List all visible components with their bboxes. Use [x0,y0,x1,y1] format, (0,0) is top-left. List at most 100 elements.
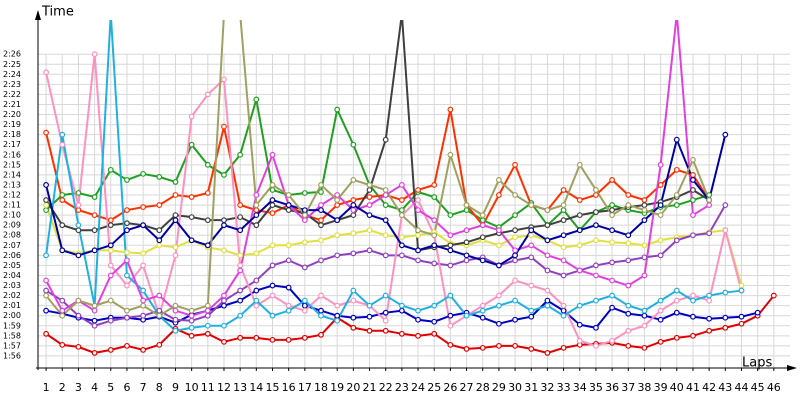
y-tick-label: 2:14 [3,170,21,179]
data-point [447,232,454,239]
data-point [188,332,195,339]
data-point [285,257,292,264]
data-point [253,202,260,208]
data-point [593,192,599,198]
x-tick-label: 43 [718,381,732,394]
data-point [59,197,66,203]
data-point [237,267,244,274]
data-point [350,250,357,257]
data-point [673,334,680,341]
data-point [560,312,567,319]
data-point [124,220,130,227]
data-point [188,317,195,324]
data-point [285,207,292,213]
data-point [722,131,729,138]
data-point [479,234,486,241]
data-point [172,179,179,185]
y-tick-label: 2:16 [3,150,21,159]
data-point [431,194,438,200]
y-arrow [35,10,41,20]
data-point [512,161,518,168]
data-point [463,312,470,319]
data-point [59,131,66,138]
data-point [285,242,292,249]
data-point [706,230,713,237]
data-point [479,302,486,309]
data-point [593,297,599,304]
data-point [107,317,114,324]
data-point [188,307,195,314]
x-tick-label: 25 [427,381,441,394]
data-point [204,91,211,98]
data-point [641,254,648,261]
data-point [770,292,777,299]
data-point [382,187,389,193]
data-point [382,217,389,224]
data-point [172,217,179,224]
x-tick-label: 24 [411,381,425,394]
data-point [350,324,357,331]
data-point [609,239,616,246]
data-point [204,312,211,319]
data-point [172,327,179,334]
data-point [188,141,195,148]
data-point [560,217,567,224]
x-tick-label: 5 [107,381,114,394]
data-point [43,292,49,299]
x-tick-label: 15 [265,381,279,394]
data-point [59,307,66,314]
data-point [690,332,696,339]
data-point [576,161,583,168]
data-point [657,297,664,304]
data-point [221,302,227,309]
data-point [528,313,535,320]
data-point [447,151,454,158]
data-point [366,302,373,309]
data-point [334,202,341,208]
data-point [43,207,49,213]
data-point [253,287,260,294]
data-point [318,202,324,208]
x-tick-label: 29 [492,381,506,394]
data-point [690,171,696,178]
data-point [124,307,130,314]
x-tick-label: 16 [282,381,296,394]
data-point [285,192,292,198]
data-point [463,207,470,213]
data-point [641,202,648,208]
data-point [91,212,98,219]
data-point [447,312,454,319]
data-point [479,212,486,219]
x-tick-label: 3 [75,381,82,394]
x-tick-label: 32 [540,381,554,394]
data-point [253,302,260,309]
data-point [301,190,308,196]
data-point [576,197,583,203]
data-point [641,197,648,203]
data-point [204,307,211,314]
y-tick-label: 2:12 [3,191,21,200]
data-point [641,312,648,319]
x-tick-label: 30 [508,381,522,394]
x-tick-label: 46 [767,381,781,394]
data-point [43,69,49,76]
data-point [204,161,211,168]
data-point [334,197,341,203]
data-point [415,232,421,239]
data-point [431,260,438,267]
data-point [706,202,713,208]
data-point [673,202,680,208]
data-point [593,209,599,216]
y-tick-label: 1:56 [3,351,21,360]
grid: 1:561:571:581:592:002:012:022:032:042:05… [3,50,790,394]
data-point [237,297,244,304]
data-point [544,302,551,309]
data-point [43,252,49,259]
x-tick-label: 14 [249,381,263,394]
data-point [609,304,616,311]
data-point [431,242,438,249]
y-tick-label: 2:26 [3,50,21,59]
data-point [350,297,357,304]
data-point [657,161,664,168]
data-point [415,197,421,203]
